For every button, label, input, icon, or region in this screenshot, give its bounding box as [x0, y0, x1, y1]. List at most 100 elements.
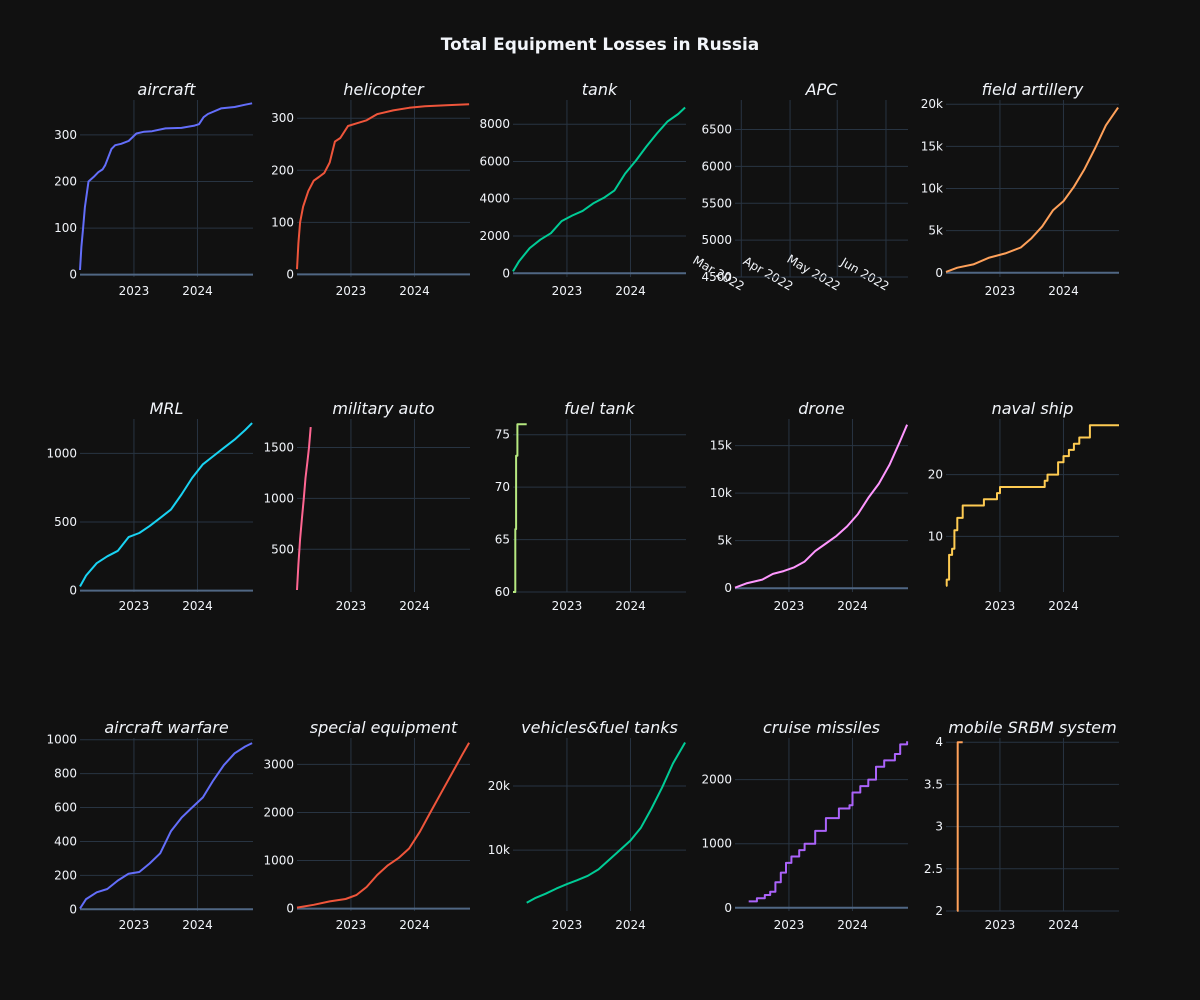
subplot-field-artillery: 2023 2024 0 5k 10k 15k 20k field artillery [921, 80, 1119, 298]
x-tick-label: 2024 [837, 599, 868, 613]
y-tick-label: 2.5 [924, 862, 943, 876]
y-tick-label: 600 [54, 801, 77, 815]
x-tick-label: 2023 [119, 599, 150, 613]
subplot-drone: 2023 2024 0 5k 10k 15k drone [710, 399, 909, 613]
series-line-cruise-missiles [748, 741, 909, 903]
subplot-title: drone [798, 399, 845, 418]
x-tick-label: 2024 [615, 599, 646, 613]
y-tick-label: 0 [69, 584, 77, 598]
y-tick-label: 10k [488, 843, 510, 857]
series-line-field-artillery [945, 107, 1119, 273]
y-tick-label: 70 [495, 480, 510, 494]
y-tick-label: 2 [935, 904, 943, 918]
x-tick-label: 2024 [399, 284, 430, 298]
y-tick-label: 0 [69, 268, 77, 282]
y-tick-label: 300 [271, 111, 294, 125]
y-tick-label: 2000 [263, 805, 294, 819]
y-tick-label: 4500 [701, 270, 732, 284]
y-tick-label: 0 [69, 902, 77, 916]
x-tick-label: 2024 [1048, 918, 1079, 932]
y-tick-label: 0 [724, 581, 732, 595]
subplot-title: cruise missiles [763, 718, 880, 737]
y-tick-label: 1500 [263, 440, 294, 454]
x-tick-label: 2024 [182, 284, 213, 298]
y-tick-label: 3 [935, 820, 943, 834]
y-tick-label: 500 [271, 542, 294, 556]
subplot-title: military auto [332, 399, 434, 418]
x-tick-label: 2023 [336, 599, 367, 613]
subplot-vehicles-fuel-tanks: 2023 2024 10k 20k vehicles&fuel tanks [488, 718, 686, 932]
x-tick-label: 2023 [552, 284, 583, 298]
y-tick-label: 4000 [479, 192, 510, 206]
y-tick-label: 10k [710, 486, 732, 500]
x-tick-label: 2023 [552, 599, 583, 613]
y-tick-label: 5500 [701, 196, 732, 210]
series-line-aircraft [79, 102, 253, 271]
subplot-helicopter: 2023 2024 0 100 200 300 helicopter [271, 80, 470, 298]
subplot-title: field artillery [982, 80, 1084, 99]
y-tick-label: 1000 [701, 837, 732, 851]
y-tick-label: 5k [928, 224, 943, 238]
x-tick-label: 2024 [1048, 284, 1079, 298]
y-tick-label: 500 [54, 515, 77, 529]
series-line-mrl [79, 422, 253, 587]
y-tick-label: 1000 [263, 854, 294, 868]
subplot-fuel-tank: 2023 2024 60 65 70 75 fuel tank [495, 399, 686, 613]
y-tick-label: 3.5 [924, 777, 943, 791]
y-tick-label: 300 [54, 128, 77, 142]
y-tick-label: 2000 [701, 773, 732, 787]
y-tick-label: 0 [935, 266, 943, 280]
series-line-special-equipment [296, 742, 470, 909]
y-tick-label: 15k [710, 439, 732, 453]
y-tick-label: 10k [921, 182, 943, 196]
x-tick-label: 2023 [336, 284, 367, 298]
series-line-mobile-srbm-system [956, 741, 963, 912]
x-tick-label: 2024 [399, 918, 430, 932]
subplot-mobile-srbm-system: 2023 2024 2 2.5 3 3.5 4 mobile SRBM system [924, 718, 1119, 932]
subplot-title: vehicles&fuel tanks [521, 718, 678, 737]
x-tick-label: 2024 [182, 918, 213, 932]
y-tick-label: 75 [495, 428, 510, 442]
y-tick-label: 200 [271, 163, 294, 177]
y-tick-label: 5000 [701, 233, 732, 247]
x-tick-label: 2023 [552, 918, 583, 932]
subplot-title: fuel tank [564, 399, 635, 418]
subplot-title: MRL [150, 399, 184, 418]
x-tick-label: 2024 [399, 599, 430, 613]
x-tick-label: 2023 [774, 599, 805, 613]
subplot-title: tank [582, 80, 618, 99]
y-tick-label: 65 [495, 533, 510, 547]
series-line-tank [512, 106, 686, 272]
subplot-title: special equipment [310, 718, 458, 737]
x-tick-label: 2023 [774, 918, 805, 932]
y-tick-label: 6000 [479, 154, 510, 168]
subplot-title: naval ship [992, 399, 1074, 418]
series-line-helicopter [296, 103, 470, 270]
y-tick-label: 20k [921, 97, 943, 111]
series-line-naval-ship [945, 424, 1119, 587]
y-tick-label: 1000 [46, 733, 77, 747]
y-tick-label: 0 [286, 267, 294, 281]
y-tick-label: 60 [495, 585, 510, 599]
x-tick-label: 2023 [336, 918, 367, 932]
y-tick-label: 1000 [263, 491, 294, 505]
subplot-aircraft: 2023 2024 0 100 200 300 aircraft [54, 80, 253, 298]
x-tick-label: 2023 [119, 918, 150, 932]
x-tick-label: 2024 [1048, 599, 1079, 613]
y-tick-label: 0 [724, 901, 732, 915]
series-line-aircraft-warfare [79, 742, 253, 910]
subplot-aircraft-warfare: 2023 2024 0 200 400 600 800 1000 aircraft warfar… [46, 718, 253, 932]
subplot-title: aircraft warfare [104, 718, 228, 737]
y-tick-label: 8000 [479, 117, 510, 131]
subplot-cruise-missiles: 2023 2024 0 1000 2000 cruise missiles [701, 718, 909, 932]
y-tick-label: 2000 [479, 229, 510, 243]
x-tick-label: 2023 [119, 284, 150, 298]
y-tick-label: 800 [54, 767, 77, 781]
subplot-mrl: 2023 2024 0 500 1000 MRL [46, 399, 253, 613]
y-tick-label: 5k [717, 534, 732, 548]
y-tick-label: 0 [286, 902, 294, 916]
y-tick-label: 200 [54, 868, 77, 882]
x-tick-label: 2024 [615, 284, 646, 298]
